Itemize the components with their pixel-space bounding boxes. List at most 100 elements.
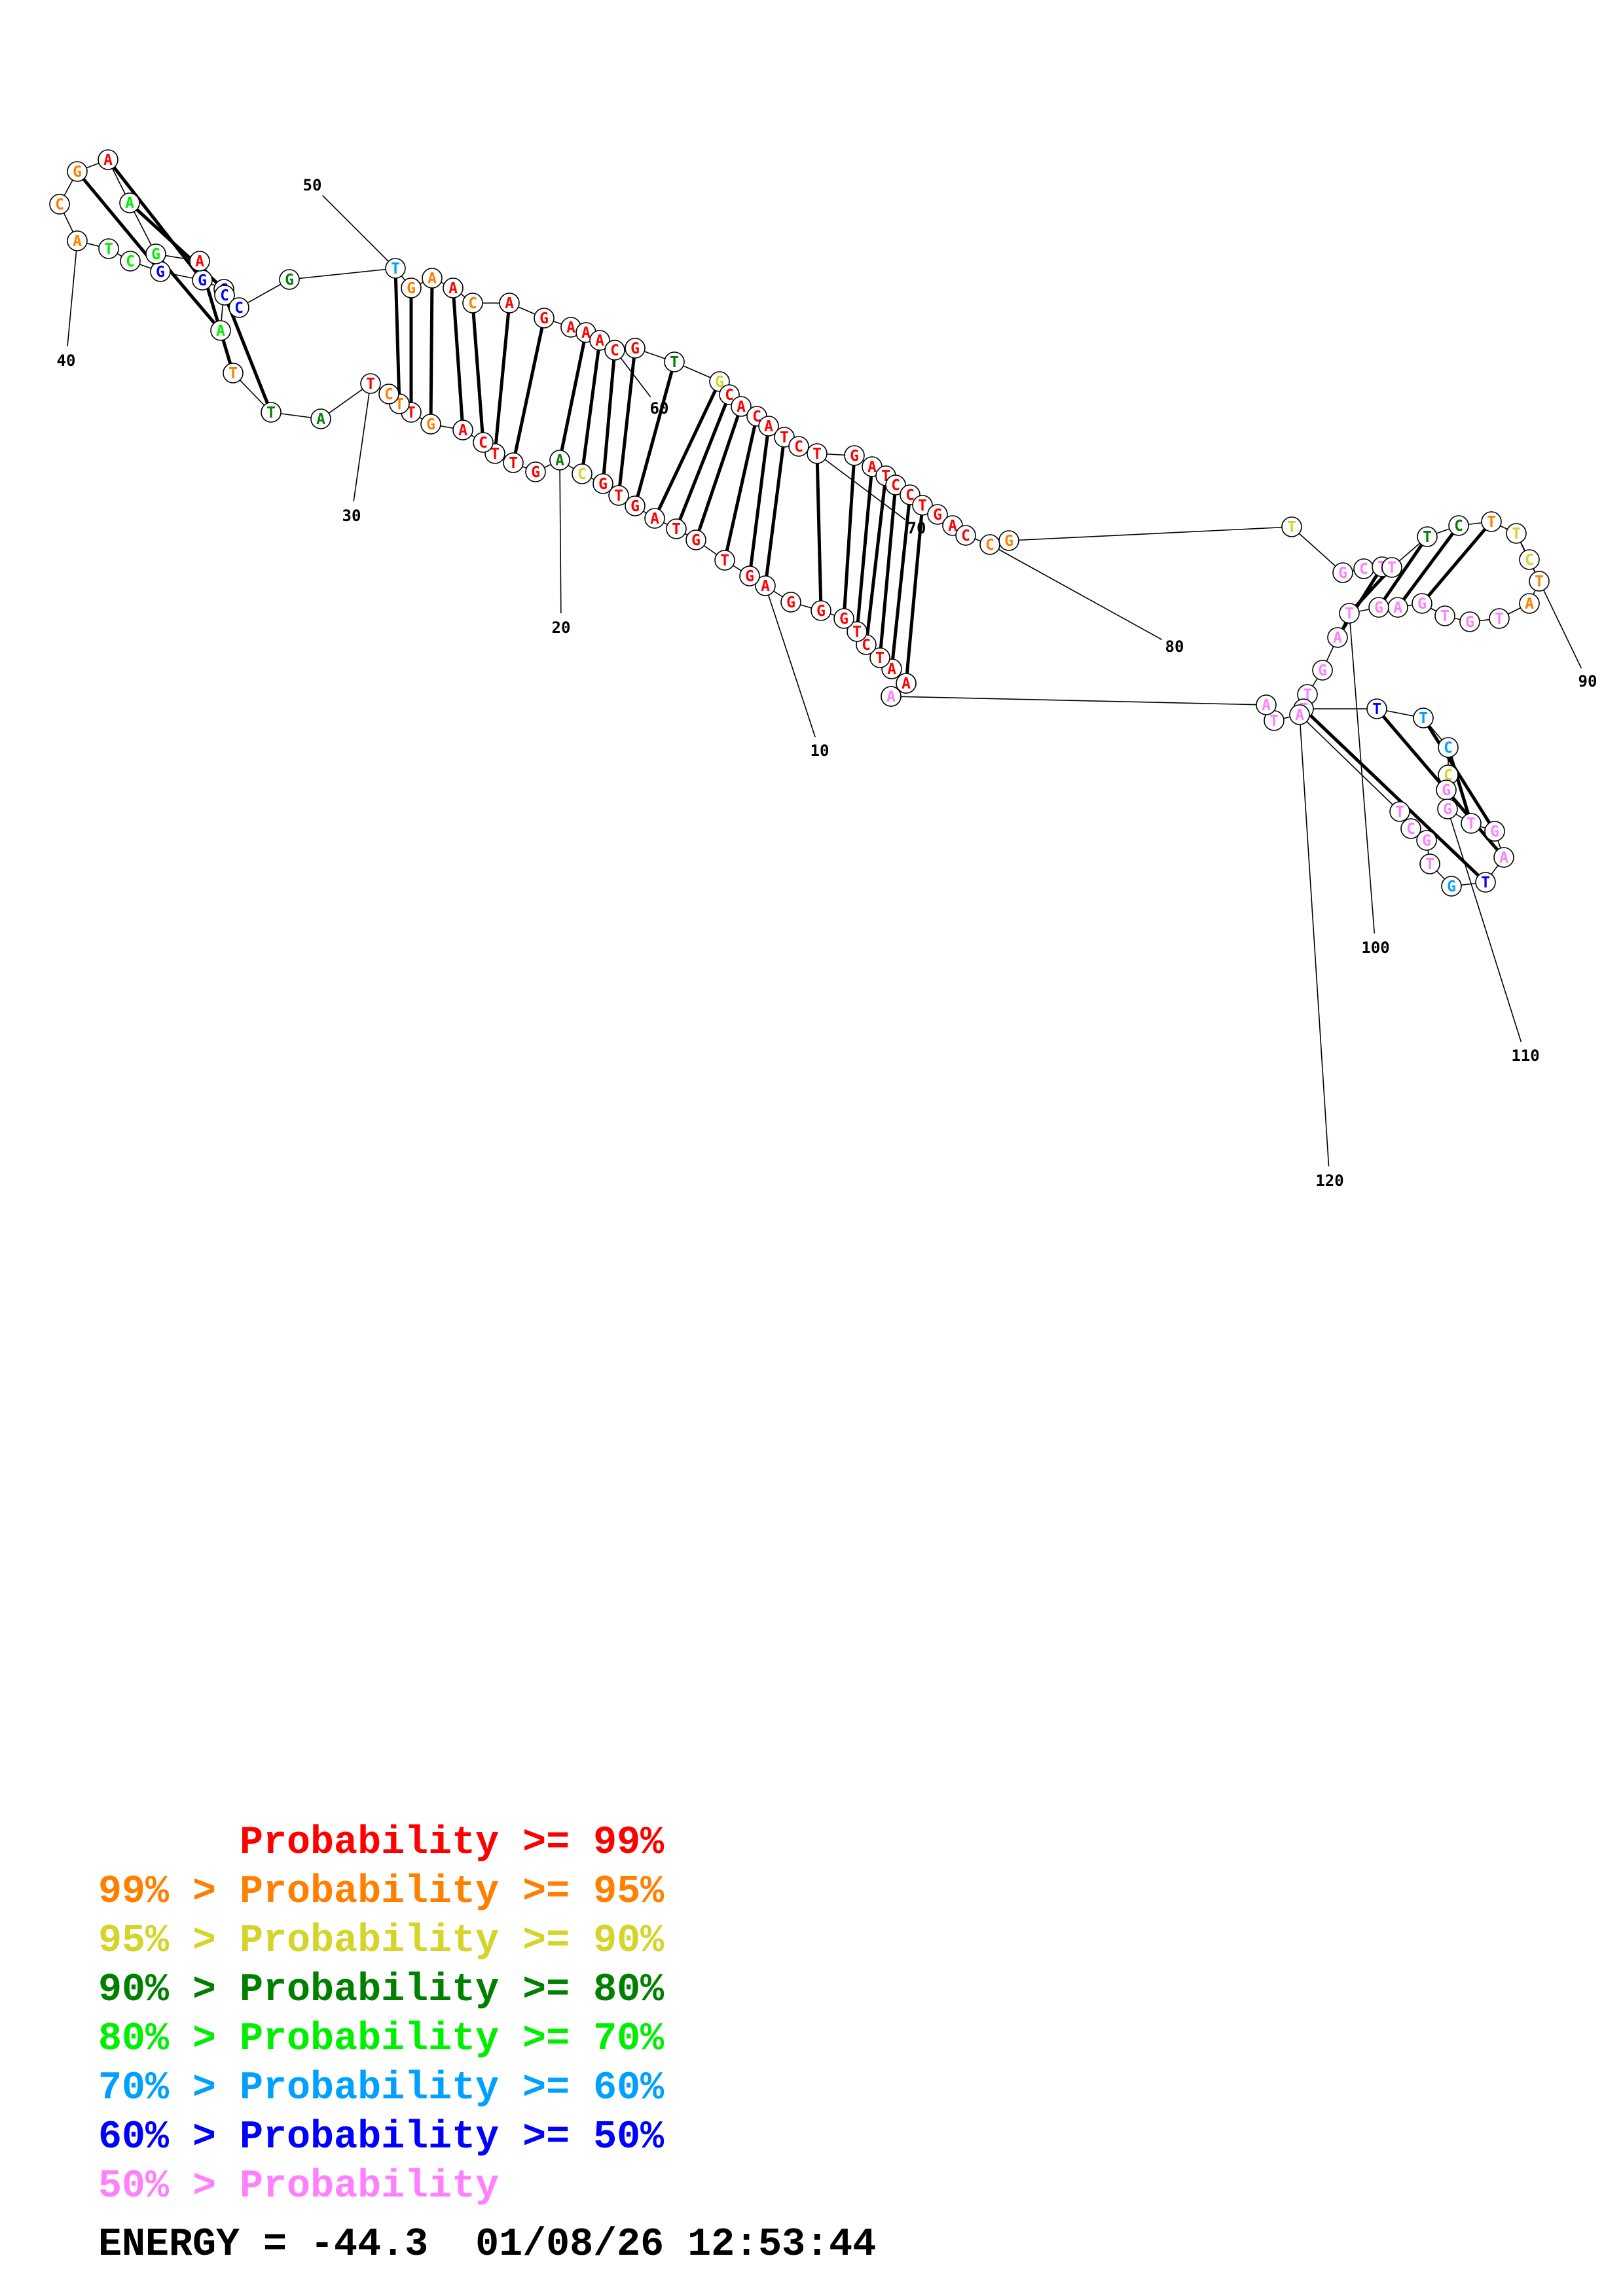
nucleotide-circle (1519, 549, 1540, 570)
nucleotide-base: T (1395, 804, 1404, 821)
nucleotide-circle (955, 525, 976, 546)
nucleotide: G (1459, 611, 1480, 632)
nucleotide-base: C (1454, 518, 1463, 535)
nucleotide-circle (98, 238, 119, 259)
nucleotide-circle (1400, 818, 1421, 839)
nucleotide-base: G (850, 448, 859, 465)
nucleotide: G (1441, 876, 1462, 897)
nucleotide: T (664, 351, 685, 372)
nucleotide-circle (1327, 627, 1348, 648)
index-tick (1349, 622, 1376, 934)
nucleotide: A (67, 230, 88, 251)
index-tick (998, 548, 1163, 641)
nucleotide-circle (1412, 593, 1432, 614)
nucleotide: G (145, 243, 166, 264)
nucleotide-circle (755, 575, 776, 596)
nucleotide-circle (443, 278, 464, 298)
base-pair-bond (1427, 725, 1491, 824)
nucleotide-base: G (1490, 823, 1499, 840)
nucleotide: A (1387, 597, 1408, 618)
nucleotide: G (67, 161, 88, 182)
nucleotide-base: T (1440, 608, 1450, 625)
nucleotide-circle (1529, 571, 1550, 592)
nucleotide-base: A (737, 399, 746, 416)
nucleotide-layer: AGATCTGGGAGTGTAGTGCAGTTCAGTTCTATTAGGGCTA… (49, 149, 1550, 897)
nucleotide: C (1400, 818, 1421, 839)
legend-entry-plt50: 50% > Probability (98, 2164, 500, 2209)
nucleotide: G (1368, 597, 1389, 618)
nucleotide-base: A (902, 675, 911, 692)
nucleotide: C (1448, 515, 1469, 536)
nucleotide-base: C (610, 342, 619, 359)
nucleotide: C (885, 475, 906, 495)
nucleotide-circle (811, 600, 831, 621)
nucleotide-base: A (887, 661, 896, 678)
nucleotide: A (443, 278, 464, 298)
nucleotide-base: G (198, 272, 207, 289)
nucleotide-base: G (630, 498, 640, 515)
nucleotide: G (927, 504, 948, 525)
nucleotide-base: G (1447, 878, 1456, 895)
nucleotide-base: C (891, 477, 900, 494)
nucleotide-circle (1489, 608, 1510, 629)
nucleotide-base: T (875, 650, 884, 667)
nucleotide-base: C (862, 637, 871, 654)
nucleotide: T (1461, 813, 1482, 834)
base-pair-bond (843, 465, 856, 609)
nucleotide-circle (1416, 830, 1437, 851)
nucleotide-circle (1448, 515, 1469, 536)
nucleotide: T (847, 621, 867, 642)
nucleotide-base: A (1525, 596, 1534, 613)
nucleotide: G (1312, 660, 1333, 681)
nucleotide: G (844, 445, 865, 466)
nucleotide-base: A (1499, 850, 1508, 867)
backbone-lines (59, 159, 1540, 887)
nucleotide-base: A (1333, 630, 1342, 647)
nucleotide-base: T (391, 260, 400, 278)
nucleotide: C (572, 463, 593, 484)
nucleotide-base: T (918, 497, 927, 514)
nucleotide-circle (549, 450, 570, 471)
base-pair-bond (513, 327, 544, 454)
nucleotide: T (1419, 853, 1440, 874)
index-tick (1450, 818, 1522, 1043)
base-pair-bond (636, 370, 674, 497)
base-pair-bond (471, 312, 484, 433)
nucleotide-base: T (1372, 701, 1381, 718)
nucleotide: T (666, 518, 687, 539)
nucleotide-base: T (1287, 519, 1296, 536)
nucleotide: T (1281, 516, 1302, 537)
base-pair-bond (452, 297, 464, 421)
nucleotide: C (1353, 558, 1374, 579)
index-label: 70 (907, 519, 926, 537)
nucleotide-base: A (1295, 707, 1304, 724)
nucleotide: A (452, 420, 473, 440)
index-label-layer: 10 20 30 40 50 60 70 80 90 100 110 120 (57, 176, 1597, 1190)
nucleotide-base: C (468, 295, 477, 312)
base-pair-bond (856, 476, 873, 622)
nucleotide: G (593, 473, 613, 494)
nucleotide: G (420, 414, 441, 435)
nucleotide-base: T (812, 446, 822, 463)
legend-entry-p95: 99% > Probability >= 95% (98, 1870, 665, 1914)
base-pair-bond (765, 446, 785, 577)
nucleotide: T (223, 363, 244, 384)
base-pair-bond (815, 463, 823, 601)
nucleotide-base: A (566, 319, 575, 336)
nucleotide-circle (1461, 813, 1482, 834)
index-tick (559, 469, 562, 614)
legend-entry-p60: 70% > Probability >= 60% (98, 2066, 665, 2111)
nucleotide: G (739, 565, 760, 586)
nucleotide: T (484, 443, 505, 464)
nucleotide-circle (401, 278, 422, 298)
nucleotide: A (1289, 704, 1310, 725)
nucleotide-base: A (316, 411, 325, 428)
nucleotide-base: A (764, 418, 773, 435)
nucleotide: A (98, 149, 119, 170)
nucleotide-base: T (614, 488, 623, 505)
nucleotide-circle (644, 508, 665, 529)
nucleotide-circle (1506, 523, 1527, 544)
base-pair-bond (602, 359, 616, 475)
nucleotide-circle (625, 495, 646, 516)
